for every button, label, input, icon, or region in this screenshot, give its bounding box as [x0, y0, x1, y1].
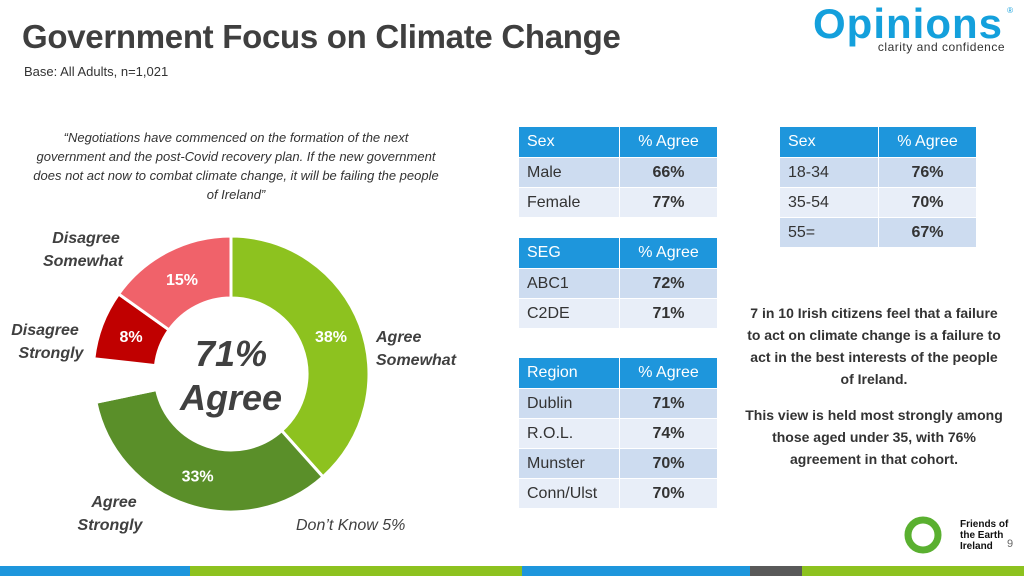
category-label-disagree-somewhat-2: Somewhat [43, 253, 124, 270]
table-cell-label: 18-34 [779, 157, 879, 188]
survey-question-quote: “Negotiations have commenced on the form… [33, 130, 439, 202]
foe-logo-text: Friends of the Earth Ireland [960, 519, 1008, 552]
table-row: Male 66% [518, 157, 718, 188]
table-cell-label: Female [518, 187, 620, 218]
category-label-agree-strongly-2: Strongly [78, 517, 144, 534]
sex-table: Sex % Agree Male 66% Female 77% [518, 126, 718, 218]
table-row: Female 77% [518, 187, 718, 218]
donut-slice-labels: 38% 33% 8% 15% [119, 272, 346, 486]
page-number: 9 [1007, 538, 1014, 550]
age-table-header-1: Sex [779, 126, 879, 158]
table-cell-label: 35-54 [779, 187, 879, 218]
seg-table-header-2: % Agree [619, 237, 718, 269]
donut-slice-agree-somewhat [229, 234, 371, 479]
region-table: Region % Agree Dublin 71% R.O.L. 74% Mun… [518, 357, 718, 509]
summary-paragraph-1: 7 in 10 Irish citizens feel that a failu… [747, 305, 1001, 387]
foe-logo-line-1: Friends of [960, 519, 1009, 530]
age-table: Sex % Agree 18-34 76% 35-54 70% 55= 67% [779, 126, 977, 248]
bottom-bar-segment-grey [750, 566, 802, 576]
table-cell-value: 67% [878, 217, 977, 248]
table-cell-value: 71% [619, 388, 718, 419]
table-cell-label: C2DE [518, 298, 620, 329]
region-table-header-1: Region [518, 357, 620, 389]
seg-table: SEG % Agree ABC1 72% C2DE 71% [518, 237, 718, 329]
table-cell-value: 77% [619, 187, 718, 218]
slice-value-label: 15% [166, 272, 198, 289]
bottom-bar-segment-green-1 [190, 566, 522, 576]
table-cell-value: 71% [619, 298, 718, 329]
bottom-bar-segment-blue-2 [522, 566, 750, 576]
slice-value-label: 8% [119, 329, 142, 346]
center-value: 71% [195, 333, 267, 374]
foe-ring-icon [904, 516, 942, 554]
table-row: Dublin 71% [518, 388, 718, 419]
age-table-header-2: % Agree [878, 126, 977, 158]
table-row: C2DE 71% [518, 298, 718, 329]
table-row: Munster 70% [518, 448, 718, 479]
bottom-bar-segment-blue-1 [0, 566, 190, 576]
table-cell-label: Dublin [518, 388, 620, 419]
table-cell-value: 74% [619, 418, 718, 449]
opinions-logo-word: Opinions [813, 0, 1003, 47]
category-label-disagree-strongly-1: Disagree [11, 322, 79, 339]
donut-slices [91, 234, 371, 514]
table-cell-label: 55= [779, 217, 879, 248]
table-row: 55= 67% [779, 217, 977, 248]
table-cell-value: 70% [878, 187, 977, 218]
opinions-logo-trademark: ® [1007, 6, 1013, 15]
region-table-header-2: % Agree [619, 357, 718, 389]
category-label-agree-somewhat-2: Somewhat [376, 352, 457, 369]
summary-paragraph-2: This view is held most strongly among th… [745, 407, 1003, 467]
bottom-bar-segment-green-2 [802, 566, 1024, 576]
table-row: ABC1 72% [518, 268, 718, 299]
table-row: 18-34 76% [779, 157, 977, 188]
table-cell-label: Munster [518, 448, 620, 479]
table-cell-label: ABC1 [518, 268, 620, 299]
table-cell-label: Male [518, 157, 620, 188]
table-cell-value: 70% [619, 448, 718, 479]
center-label: Agree [179, 377, 282, 418]
donut-slice-disagree-somewhat [116, 234, 233, 333]
table-cell-value: 76% [878, 157, 977, 188]
sex-table-header-1: Sex [518, 126, 620, 158]
table-cell-label: R.O.L. [518, 418, 620, 449]
table-cell-value: 70% [619, 478, 718, 509]
summary-text: 7 in 10 Irish citizens feel that a failu… [745, 302, 1003, 484]
category-label-disagree-strongly-2: Strongly [19, 345, 85, 362]
bottom-color-bar [0, 566, 1024, 576]
friends-of-the-earth-logo: Friends of the Earth Ireland [902, 514, 1012, 558]
table-row: 35-54 70% [779, 187, 977, 218]
slide-title: Government Focus on Climate Change [22, 18, 621, 55]
seg-table-header-1: SEG [518, 237, 620, 269]
opinions-logo-tagline: clarity and confidence [877, 40, 1005, 54]
opinions-logo: Opinions clarity and confidence ® [813, 2, 1015, 55]
table-cell-label: Conn/Ulst [518, 478, 620, 509]
table-cell-value: 72% [619, 268, 718, 299]
category-label-agree-somewhat-1: Agree [375, 329, 421, 346]
category-label-disagree-somewhat-1: Disagree [52, 230, 120, 247]
sex-table-header-2: % Agree [619, 126, 718, 158]
slice-value-label: 33% [182, 469, 214, 486]
category-label-agree-strongly-1: Agree [90, 494, 136, 511]
table-row: R.O.L. 74% [518, 418, 718, 449]
donut-slice-agree-strongly [94, 387, 326, 514]
foe-logo-line-2: the Earth [960, 530, 1004, 541]
foe-logo-line-3: Ireland [960, 541, 993, 552]
category-label-dont-know: Don’t Know 5% [296, 517, 405, 534]
base-note: Base: All Adults, n=1,021 [24, 64, 169, 79]
slice-value-label: 38% [315, 329, 347, 346]
table-row: Conn/Ulst 70% [518, 478, 718, 509]
table-cell-value: 66% [619, 157, 718, 188]
